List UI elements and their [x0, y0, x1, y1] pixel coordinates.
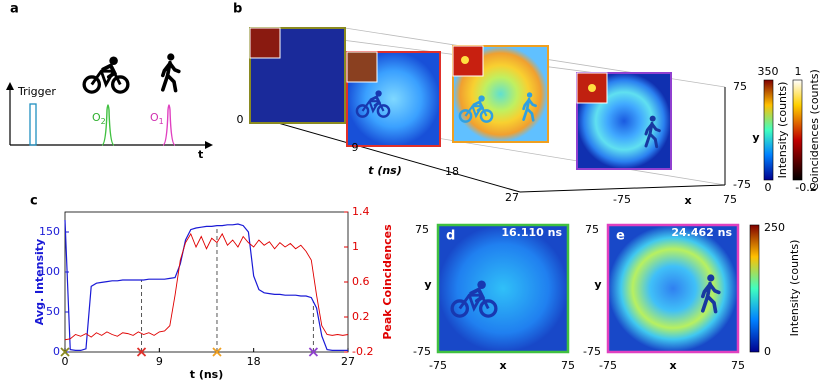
x-axis-label: x [669, 359, 676, 372]
panel-label: a [10, 2, 19, 17]
t-axis-label: t (ns) [368, 164, 402, 177]
time-marker [308, 347, 319, 357]
t-tick-label: 18 [445, 165, 459, 178]
colorbar [749, 224, 760, 353]
x-axis-label: x [499, 359, 506, 372]
time-label: 16.110 ns [501, 226, 562, 239]
time-marker [60, 347, 70, 357]
trigger-label: Trigger [17, 85, 56, 98]
colorbar-tick: 0 [764, 345, 771, 358]
y2-tick-label: 0.2 [352, 310, 370, 323]
y-tick-label: 0 [53, 345, 60, 358]
arrow-head [6, 82, 14, 90]
x-axis-label: t (ns) [190, 368, 224, 381]
panel-c: c 0 9 18 27 0 50 100 150 -0.2 0.2 0.6 1 1.4 t (ns) Avg… [30, 194, 394, 382]
time-marker [136, 347, 147, 357]
y-tick-label: 75 [733, 80, 747, 93]
x-tick-label: 75 [561, 359, 575, 372]
y2-tick-label: 1.4 [352, 205, 370, 218]
y-tick-label: 50 [46, 305, 60, 318]
time-label: 24.462 ns [671, 226, 732, 239]
colorbar [792, 79, 803, 181]
t-tick-label: 0 [237, 113, 244, 126]
inset-spot [588, 84, 596, 92]
y-tick-label: 150 [39, 225, 60, 238]
x-tick-label: 9 [156, 355, 163, 368]
pulse [101, 104, 115, 146]
t-tick-label: 9 [352, 141, 359, 154]
x-tick-label: 75 [723, 193, 737, 206]
colorbar-tick: 350 [758, 65, 779, 78]
walker-icon [160, 52, 181, 93]
colorbar-tick: 0 [765, 181, 772, 194]
image [606, 223, 740, 354]
x-tick-label: -75 [429, 359, 447, 372]
bike-icon [82, 56, 130, 94]
colorbar [763, 79, 774, 181]
colorbar-tick: -0.2 [795, 181, 816, 194]
y-tick-label: 75 [585, 223, 599, 236]
line-series [64, 219, 348, 351]
y-tick-label: -75 [583, 345, 601, 358]
object-label: O2 [92, 111, 106, 126]
y-tick-label: 100 [39, 265, 60, 278]
y-axis-label: Avg. Intensity [33, 239, 46, 325]
y-axis-label: y [424, 278, 431, 291]
y-axis-label: y [594, 278, 601, 291]
x-tick-label: -75 [599, 359, 617, 372]
panel-e: e 24.462 ns 75 -75 y -75 75 x 250 0 Inte… [583, 221, 801, 372]
y-axis-label: y [752, 131, 759, 144]
y2-tick-label: -0.2 [352, 345, 373, 358]
x-tick-label: 75 [731, 359, 745, 372]
t-tick-label: 27 [505, 191, 519, 204]
y-tick-label: -75 [733, 178, 751, 191]
colorbar-tick: 250 [764, 221, 785, 234]
panel-b: b 0 9 18 27 t (ns) 75 -75 y -75 75 x 350… [233, 2, 821, 208]
panel-label: c [30, 194, 38, 209]
panel-label: d [446, 229, 455, 244]
label-main: O [92, 111, 101, 124]
label-sub: 2 [101, 117, 106, 126]
x-tick-label: 0 [62, 355, 69, 368]
colorbar-tick: 1 [795, 65, 802, 78]
x-axis [519, 184, 726, 193]
image [436, 223, 570, 354]
x-tick-label: -75 [613, 193, 631, 206]
x-axis-label: x [684, 194, 691, 207]
line-series [64, 232, 349, 341]
object-label: O1 [150, 111, 164, 126]
label-main: O [150, 111, 159, 124]
inset [346, 51, 378, 83]
panel-label: e [616, 229, 625, 244]
axis-label: t [198, 148, 203, 161]
panel-a: a t Trigger O2 O1 [6, 2, 213, 161]
t-axis [249, 114, 521, 193]
inset-spot [461, 56, 469, 64]
label-sub: 1 [159, 117, 164, 126]
colorbar-label: Coincidences (counts) [808, 69, 821, 191]
trigger-pulse [29, 103, 37, 146]
x-tick-label: 18 [247, 355, 261, 368]
pulse [162, 104, 176, 146]
y-tick-label: 75 [415, 223, 429, 236]
y2-tick-label: 0.6 [352, 275, 370, 288]
time-marker [212, 347, 222, 357]
colorbar-label: Intensity (counts) [776, 82, 789, 179]
inset [249, 27, 281, 59]
arrow-head [205, 141, 213, 149]
panel-d: d 16.110 ns 75 -75 y -75 75 x [413, 223, 575, 372]
colorbar-label: Intensity (counts) [788, 240, 801, 337]
y-tick-label: -75 [413, 345, 431, 358]
y2-tick-label: 1 [352, 240, 359, 253]
x-tick-label: 27 [341, 355, 355, 368]
panel-label: b [233, 2, 242, 17]
y2-axis-label: Peak Coincidences [381, 224, 394, 340]
